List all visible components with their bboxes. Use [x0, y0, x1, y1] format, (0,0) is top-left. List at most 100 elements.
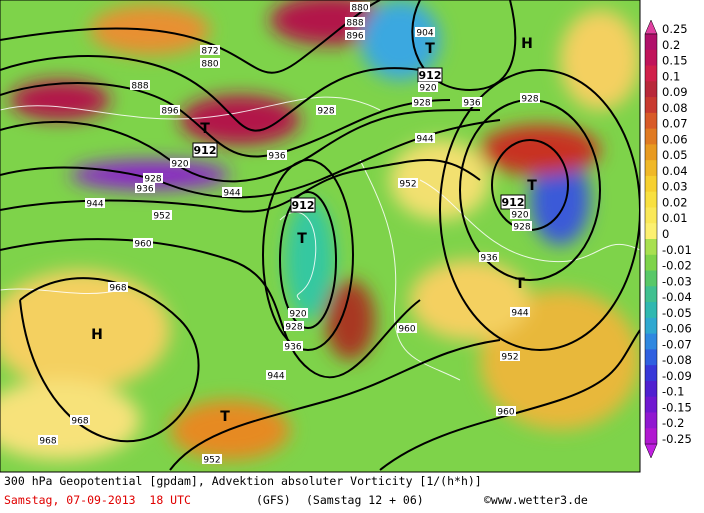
colorbar-label: -0.06	[662, 322, 692, 336]
pressure-center: T	[527, 178, 537, 194]
label-bg	[397, 323, 417, 333]
colorbar-label: 0.04	[662, 164, 688, 178]
colorbar-swatch	[645, 175, 657, 193]
contour-label: 936	[268, 152, 285, 162]
label-bg	[108, 282, 128, 292]
colorbar-swatch	[645, 396, 657, 413]
contour-label: 952	[203, 456, 220, 466]
colorbar-swatch	[645, 365, 657, 382]
label-bg	[398, 178, 418, 188]
label-bg	[200, 45, 220, 55]
colorbar-swatch	[645, 65, 657, 82]
label-bg	[200, 58, 220, 68]
pressure-center: T	[297, 231, 307, 247]
contour-label: 872	[201, 47, 218, 57]
footer-title: 300 hPa Geopotential [gpdam], Advektion …	[4, 474, 482, 488]
contour-label: 928	[285, 323, 302, 333]
label-bg	[133, 238, 153, 248]
footer-model: (GFS)	[256, 493, 291, 507]
contour-label: 928	[521, 95, 538, 105]
contour-label: 968	[109, 284, 126, 294]
colorbar-swatch	[645, 81, 657, 98]
colorbar-label: -0.01	[662, 243, 692, 257]
contour-label: 896	[346, 32, 363, 42]
colorbar-swatch	[645, 286, 657, 303]
colorbar-label: 0.06	[662, 132, 688, 146]
label-bg	[222, 187, 242, 197]
colorbar-label: 0.2	[662, 38, 680, 52]
label-bg	[350, 2, 370, 12]
colorbar-swatch	[645, 270, 657, 287]
colorbar-swatch	[645, 428, 657, 445]
label-bg	[345, 30, 365, 40]
label-bg	[412, 97, 432, 107]
colorbar-label: -0.03	[662, 274, 692, 288]
contour-label: 968	[71, 417, 88, 427]
colorbar-label: -0.25	[662, 432, 692, 446]
colorbar-swatch	[645, 191, 657, 208]
contour-label: 944	[86, 200, 103, 210]
contour-label: 912	[292, 199, 315, 212]
contour-label: 888	[346, 19, 363, 29]
label-bg	[316, 105, 336, 115]
contour-label: 960	[398, 325, 415, 335]
label-bg	[345, 17, 365, 27]
contour-label: 920	[171, 160, 188, 170]
colorbar-cap	[644, 443, 658, 459]
colorbar-label: -0.05	[662, 306, 692, 320]
contour-label: 912	[502, 196, 525, 209]
colorbar-swatch	[645, 412, 657, 429]
colorbar-swatch	[645, 223, 657, 240]
colorbar-label: -0.15	[662, 400, 692, 414]
colorbar-label: 0	[662, 227, 669, 241]
pressure-center: T	[425, 41, 435, 57]
contour-label: 928	[317, 107, 334, 117]
contour-label: 920	[511, 211, 528, 221]
label-bg	[415, 27, 435, 37]
colorbar-frame	[644, 33, 658, 445]
contour-label: 944	[223, 189, 240, 199]
contour-label: 936	[136, 185, 153, 195]
label-bg	[284, 321, 304, 331]
colorbar-label: -0.09	[662, 369, 692, 383]
label-box	[192, 142, 218, 158]
colorbar-label: 0.05	[662, 148, 688, 162]
footer-date: Samstag, 07-09-2013 18 UTC	[4, 493, 191, 507]
colorbar-swatch	[645, 128, 657, 145]
label-bg	[85, 198, 105, 208]
colorbar-label: -0.07	[662, 337, 692, 351]
contour-label: 928	[144, 175, 161, 185]
colorbar-label: 0.1	[662, 69, 680, 83]
pressure-center: H	[521, 36, 533, 52]
colorbar-swatch	[645, 239, 657, 256]
map-field	[0, 0, 640, 472]
label-bg	[479, 252, 499, 262]
colorbar-swatch	[645, 97, 657, 114]
label-bg	[415, 133, 435, 143]
label-bg	[418, 82, 438, 92]
label-bg	[266, 370, 286, 380]
colorbar-label: -0.08	[662, 353, 692, 367]
colorbar-label: 0.25	[662, 22, 688, 36]
contour-label: 952	[399, 180, 416, 190]
label-bg	[143, 173, 163, 183]
contour-label: 952	[153, 212, 170, 222]
colorbar-swatch	[645, 333, 657, 350]
label-bg	[152, 210, 172, 220]
contour-label: 880	[201, 60, 218, 70]
colorbar-swatch	[645, 317, 657, 335]
contour-label: 944	[511, 309, 528, 319]
colorbar-label: 0.09	[662, 85, 688, 99]
contour-label: 936	[480, 254, 497, 264]
colorbar-label: 0.01	[662, 211, 688, 225]
label-bg	[130, 80, 150, 90]
contour-label: 952	[501, 353, 518, 363]
colorbar-label: -0.1	[662, 385, 684, 399]
contour-label: 936	[463, 99, 480, 109]
colorbar-label: 0.07	[662, 117, 688, 131]
colorbar-swatch	[645, 380, 657, 398]
colorbar-swatch	[645, 34, 657, 51]
colorbar-swatch	[645, 349, 657, 366]
label-bg	[267, 150, 287, 160]
